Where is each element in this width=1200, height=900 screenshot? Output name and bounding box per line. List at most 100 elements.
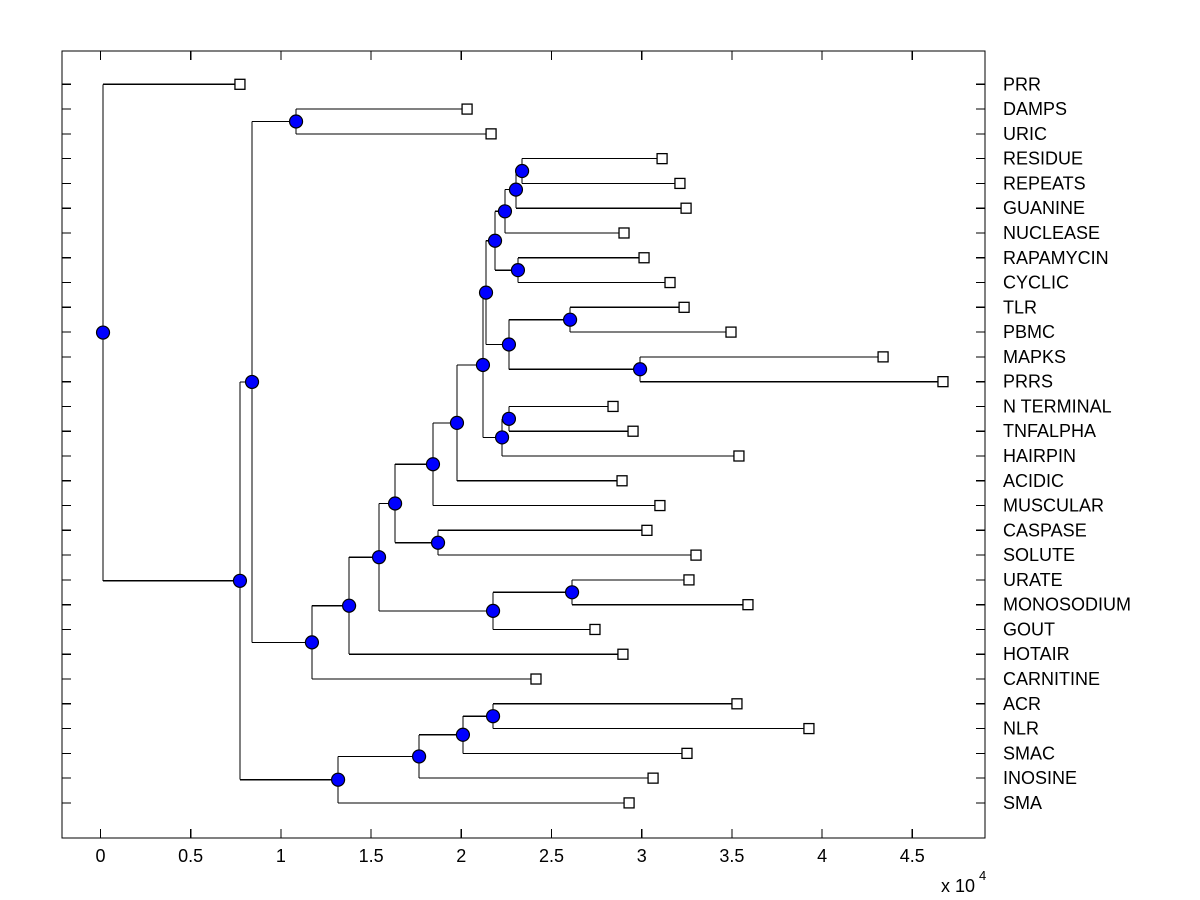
- internal-node-marker[interactable]: [425, 457, 441, 472]
- internal-node-marker[interactable]: [455, 727, 471, 742]
- internal-node-marker[interactable]: [430, 535, 446, 550]
- internal-node-marker[interactable]: [501, 337, 517, 352]
- leaf-label-repeats: REPEATS: [1003, 173, 1086, 193]
- leaf-marker-hairpin[interactable]: [733, 450, 745, 462]
- leaf-label-mapks: MAPKS: [1003, 347, 1066, 367]
- internal-node-marker[interactable]: [508, 182, 524, 197]
- axes-frame: [61, 50, 986, 839]
- leaf-label-guanine: GUANINE: [1003, 198, 1085, 218]
- internal-node-marker[interactable]: [494, 430, 510, 445]
- leaf-label-muscular: MUSCULAR: [1003, 496, 1104, 516]
- leaf-label-rapamycin: RAPAMYCIN: [1003, 248, 1109, 268]
- leaf-label-urate: URATE: [1003, 570, 1063, 590]
- leaf-label-prrs: PRRS: [1003, 372, 1053, 392]
- x-tick-label: 1.5: [359, 846, 384, 866]
- leaf-markers: [234, 78, 949, 809]
- internal-node-marker[interactable]: [330, 772, 346, 787]
- leaf-marker-prr[interactable]: [234, 78, 246, 90]
- leaf-marker-n-terminal[interactable]: [607, 400, 619, 413]
- internal-node-marker[interactable]: [411, 749, 427, 764]
- internal-node-marker[interactable]: [487, 233, 503, 248]
- leaf-marker-inosine[interactable]: [647, 772, 659, 784]
- leaf-marker-guanine[interactable]: [680, 202, 692, 214]
- internal-node-marker[interactable]: [387, 496, 403, 511]
- leaf-label-solute: SOLUTE: [1003, 545, 1075, 565]
- internal-node-marker[interactable]: [475, 357, 491, 373]
- leaf-marker-gout[interactable]: [589, 623, 601, 636]
- internal-node-marker[interactable]: [371, 550, 387, 565]
- internal-node-marker[interactable]: [510, 263, 526, 278]
- leaf-marker-solute[interactable]: [690, 549, 702, 561]
- leaf-marker-monosodium[interactable]: [742, 599, 754, 611]
- leaf-marker-prrs[interactable]: [937, 376, 949, 388]
- leaf-marker-smac[interactable]: [681, 747, 693, 760]
- leaf-labels: PRR DAMPS URIC RESIDUE REPEATS GUANINE NUCLEAS…: [1003, 74, 1131, 813]
- axis-ticks: [62, 51, 985, 838]
- leaf-marker-mapks[interactable]: [877, 351, 889, 363]
- leaf-marker-sma[interactable]: [623, 797, 635, 809]
- leaf-marker-muscular[interactable]: [654, 499, 666, 512]
- x-tick-label: 1: [276, 846, 286, 866]
- leaf-label-sma: SMA: [1003, 793, 1042, 813]
- x-tick-label: 3.5: [719, 846, 744, 866]
- internal-node-marker[interactable]: [562, 312, 578, 327]
- leaf-marker-pbmc[interactable]: [725, 326, 737, 338]
- leaf-marker-nuclease[interactable]: [618, 227, 630, 239]
- internal-node-marker[interactable]: [485, 603, 501, 618]
- x-tick-label: 0.5: [178, 846, 203, 866]
- internal-node-marker[interactable]: [341, 598, 357, 613]
- leaf-marker-caspase[interactable]: [641, 524, 653, 536]
- internal-node-marker[interactable]: [485, 709, 501, 724]
- leaf-marker-repeats[interactable]: [674, 177, 686, 190]
- leaf-marker-tlr[interactable]: [678, 301, 690, 313]
- leaf-marker-acidic[interactable]: [616, 475, 628, 487]
- internal-node-marker[interactable]: [95, 325, 111, 340]
- leaf-marker-hotair[interactable]: [617, 648, 629, 660]
- leaf-label-uric: URIC: [1003, 124, 1047, 144]
- x-tick-label: 2.5: [539, 846, 564, 866]
- x-tick-label: 3: [637, 846, 647, 866]
- leaf-marker-carnitine[interactable]: [530, 673, 542, 685]
- leaf-label-damps: DAMPS: [1003, 99, 1067, 119]
- leaf-label-tlr: TLR: [1003, 297, 1037, 317]
- axis-multiplier: x 10 4: [941, 868, 986, 896]
- leaf-label-gout: GOUT: [1003, 619, 1055, 639]
- leaf-label-acr: ACR: [1003, 694, 1041, 714]
- leaf-marker-acr[interactable]: [731, 698, 743, 710]
- leaf-label-n-terminal: N TERMINAL: [1003, 396, 1112, 416]
- leaf-label-tnfalpha: TNFALPHA: [1003, 421, 1096, 441]
- internal-node-marker[interactable]: [514, 163, 530, 179]
- internal-node-marker[interactable]: [497, 204, 513, 219]
- leaf-marker-nlr[interactable]: [803, 722, 815, 735]
- internal-node-marker[interactable]: [304, 635, 320, 650]
- leaf-label-carnitine: CARNITINE: [1003, 669, 1100, 689]
- leaf-marker-tnfalpha[interactable]: [627, 425, 639, 437]
- internal-node-marker[interactable]: [501, 411, 517, 426]
- internal-node-marker[interactable]: [232, 573, 248, 588]
- leaf-label-prr: PRR: [1003, 74, 1041, 94]
- x-tick-label: 0: [95, 846, 105, 866]
- leaf-label-hotair: HOTAIR: [1003, 644, 1070, 664]
- internal-node-markers: [95, 114, 648, 787]
- internal-node-marker[interactable]: [564, 585, 580, 600]
- leaf-marker-urate[interactable]: [683, 574, 695, 586]
- leaf-marker-rapamycin[interactable]: [638, 252, 650, 264]
- internal-node-marker[interactable]: [244, 374, 260, 390]
- leaf-label-caspase: CASPASE: [1003, 520, 1087, 540]
- internal-node-marker[interactable]: [478, 285, 494, 300]
- x-tick-label: 4: [817, 846, 827, 866]
- internal-node-marker[interactable]: [288, 114, 304, 129]
- leaf-label-residue: RESIDUE: [1003, 149, 1083, 169]
- leaf-marker-residue[interactable]: [656, 152, 668, 165]
- leaf-marker-damps[interactable]: [461, 103, 473, 115]
- leaf-marker-cyclic[interactable]: [664, 276, 676, 289]
- leaf-label-pbmc: PBMC: [1003, 322, 1055, 342]
- leaf-label-smac: SMAC: [1003, 743, 1055, 763]
- x-tick-label: 4.5: [900, 846, 925, 866]
- internal-node-marker[interactable]: [632, 362, 648, 377]
- leaf-marker-uric[interactable]: [485, 128, 497, 140]
- leaf-label-inosine: INOSINE: [1003, 768, 1077, 788]
- internal-node-marker[interactable]: [449, 415, 465, 430]
- leaf-label-nuclease: NUCLEASE: [1003, 223, 1100, 243]
